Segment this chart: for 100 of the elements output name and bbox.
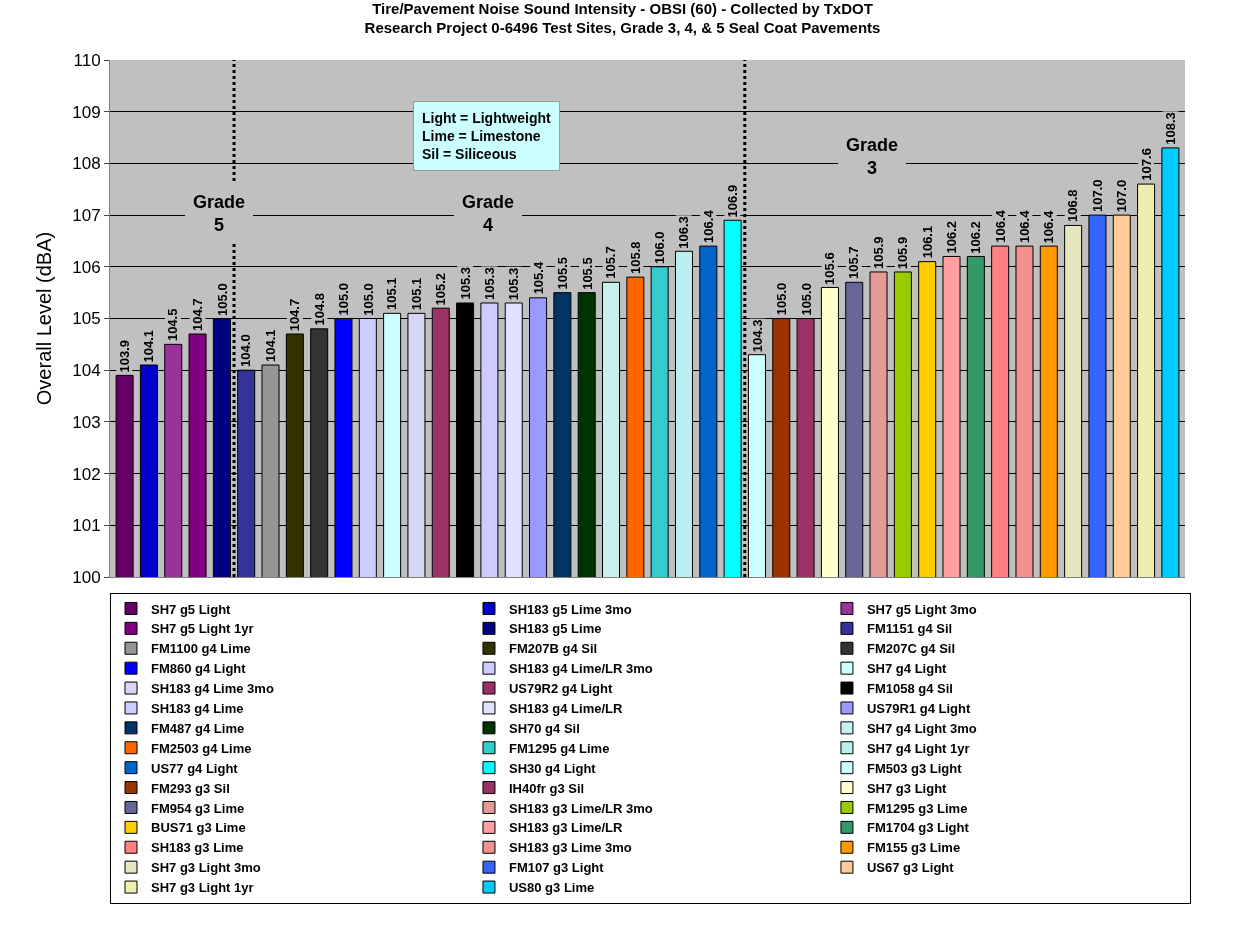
- data-label: 106.4: [992, 209, 1008, 243]
- data-label: 103.9: [116, 339, 132, 373]
- data-label: 104.7: [287, 298, 303, 332]
- data-label: 104.7: [190, 298, 206, 332]
- y-tick-label: 107: [72, 206, 101, 226]
- data-label: 105.1: [384, 277, 400, 310]
- y-axis-title: Overall Level (dBA): [32, 231, 55, 406]
- y-tick-label: 101: [72, 516, 101, 536]
- data-label: 106.4: [1041, 210, 1057, 244]
- legend-label: US67 g3 Light: [866, 860, 955, 876]
- legend-label: FM207B g4 Sil: [508, 641, 598, 657]
- legend-label: SH7 g5 Light 1yr: [151, 621, 254, 637]
- legend-label: FM860 g4 Light: [151, 661, 247, 677]
- annotation: Grade 3: [846, 135, 899, 179]
- legend-label: US77 g4 Light: [151, 760, 239, 776]
- data-label: 105.6: [821, 252, 837, 285]
- data-label: 105.9: [895, 236, 911, 270]
- data-label: 105.7: [846, 246, 862, 280]
- data-label: 105.5: [555, 256, 571, 290]
- data-label: 104.5: [165, 308, 181, 342]
- legend-label: FM954 g3 Lime: [151, 800, 245, 816]
- data-label: 106.0: [652, 231, 668, 264]
- data-label: 105.3: [506, 267, 522, 301]
- data-label: 105.3: [457, 267, 473, 300]
- annotation: Grade 4: [462, 192, 515, 236]
- y-tick-label: 105: [72, 309, 101, 329]
- annotation: Grade 5: [193, 192, 246, 236]
- data-label: 105.0: [214, 283, 230, 316]
- data-label: 106.8: [1065, 189, 1081, 223]
- legend-label: FM1151 g4 Sil: [866, 621, 953, 637]
- legend-label: SH183 g5 Lime: [508, 621, 602, 637]
- data-label: 105.0: [798, 283, 814, 316]
- data-label: 108.3: [1163, 112, 1179, 145]
- legend-label: SH7 g4 Light: [866, 661, 948, 677]
- data-label: 105.0: [774, 282, 790, 316]
- data-label: 105.0: [360, 283, 376, 316]
- legend-label: FM293 g3 Sil: [151, 780, 230, 796]
- legend-label: FM207C g4 Sil: [866, 641, 956, 657]
- legend-label: FM1100 g4 Lime: [151, 641, 251, 657]
- legend-label: FM487 g4 Lime: [151, 720, 245, 736]
- chart-title: Tire/Pavement Noise Sound Intensity - OBSI (60) - Collected by TxDOT Research Project 0-6496 Test Sites, Grade 3, 4, & 5 Seal Coat Pavements: [364, 0, 881, 37]
- data-label: 104.3: [749, 319, 765, 353]
- data-label: 106.1: [920, 225, 936, 259]
- data-label: 105.1: [408, 277, 424, 311]
- y-tick-label: 109: [72, 102, 101, 122]
- y-tick-label: 106: [72, 257, 101, 277]
- legend-label: SH183 g4 Lime/LR: [508, 701, 624, 717]
- data-label: 105.3: [481, 267, 497, 300]
- legend-label: SH7 g4 Light 1yr: [866, 740, 970, 756]
- legend-label: SH183 g3 Lime: [151, 840, 244, 856]
- data-label: 104.1: [141, 329, 157, 363]
- legend-label: SH7 g3 Light 3mo: [151, 860, 261, 876]
- y-tick-label: 102: [72, 464, 101, 484]
- legend-label: FM1295 g3 Lime: [866, 800, 968, 816]
- legend-label: US80 g3 Lime: [508, 880, 595, 896]
- legend-label: US79R1 g4 Light: [866, 701, 971, 717]
- legend-label: SH183 g3 Lime/LR 3mo: [508, 800, 653, 816]
- legend-label: FM107 g3 Light: [508, 860, 605, 876]
- data-label: 105.9: [871, 236, 887, 270]
- legend-label: FM155 g3 Lime: [866, 840, 961, 856]
- data-label: 104.8: [311, 292, 327, 326]
- legend-label: FM1058 g4 Sil: [866, 681, 953, 697]
- data-label: 104.1: [262, 329, 278, 363]
- legend-label: FM1295 g4 Lime: [508, 740, 610, 756]
- y-tick-label: 108: [72, 154, 101, 174]
- data-label: 105.0: [336, 282, 352, 316]
- legend-label: SH183 g4 Lime 3mo: [151, 681, 274, 697]
- legend-label: SH7 g3 Light: [866, 780, 948, 796]
- annotation: Light = Lightweight Lime = Limestone Sil = Siliceous: [422, 110, 552, 163]
- data-label: 105.8: [627, 241, 643, 274]
- data-label: 106.3: [676, 216, 692, 249]
- legend-label: FM2503 g4 Lime: [151, 740, 252, 756]
- legend-label: SH7 g4 Light 3mo: [866, 720, 977, 736]
- legend-label: SH183 g3 Lime/LR: [508, 820, 624, 836]
- legend-label: FM503 g3 Light: [866, 760, 963, 776]
- data-label: 106.4: [1016, 209, 1032, 244]
- legend-label: SH7 g3 Light 1yr: [151, 880, 254, 896]
- y-tick-label: 104: [72, 361, 101, 381]
- data-label: 105.7: [603, 246, 619, 279]
- y-tick-label: 103: [72, 412, 101, 432]
- legend-label: SH183 g5 Lime 3mo: [508, 601, 632, 617]
- legend-label: SH30 g4 Light: [508, 760, 597, 776]
- legend-label: SH183 g3 Lime 3mo: [508, 840, 632, 856]
- legend-label: FM1704 g3 Light: [866, 820, 970, 836]
- data-label: 107.6: [1138, 148, 1154, 181]
- data-label: 105.5: [579, 257, 595, 290]
- data-label: 105.4: [530, 261, 546, 295]
- data-label: 106.2: [967, 221, 983, 254]
- data-label: 105.2: [433, 272, 449, 306]
- legend-label: SH70 g4 Sil: [508, 720, 580, 736]
- legend-label: SH7 g5 Light: [151, 601, 232, 617]
- y-tick-label: 110: [73, 50, 101, 70]
- legend-label: IH40fr g3 Sil: [508, 780, 585, 796]
- legend-label: SH7 g5 Light 3mo: [866, 601, 977, 617]
- legend-label: BUS71 g3 Lime: [151, 820, 246, 836]
- data-label: 104.0: [238, 334, 254, 367]
- legend-label: US79R2 g4 Light: [508, 681, 613, 697]
- data-label: 106.2: [943, 220, 959, 254]
- y-tick-label: 100: [72, 567, 101, 587]
- data-label: 106.9: [724, 184, 740, 218]
